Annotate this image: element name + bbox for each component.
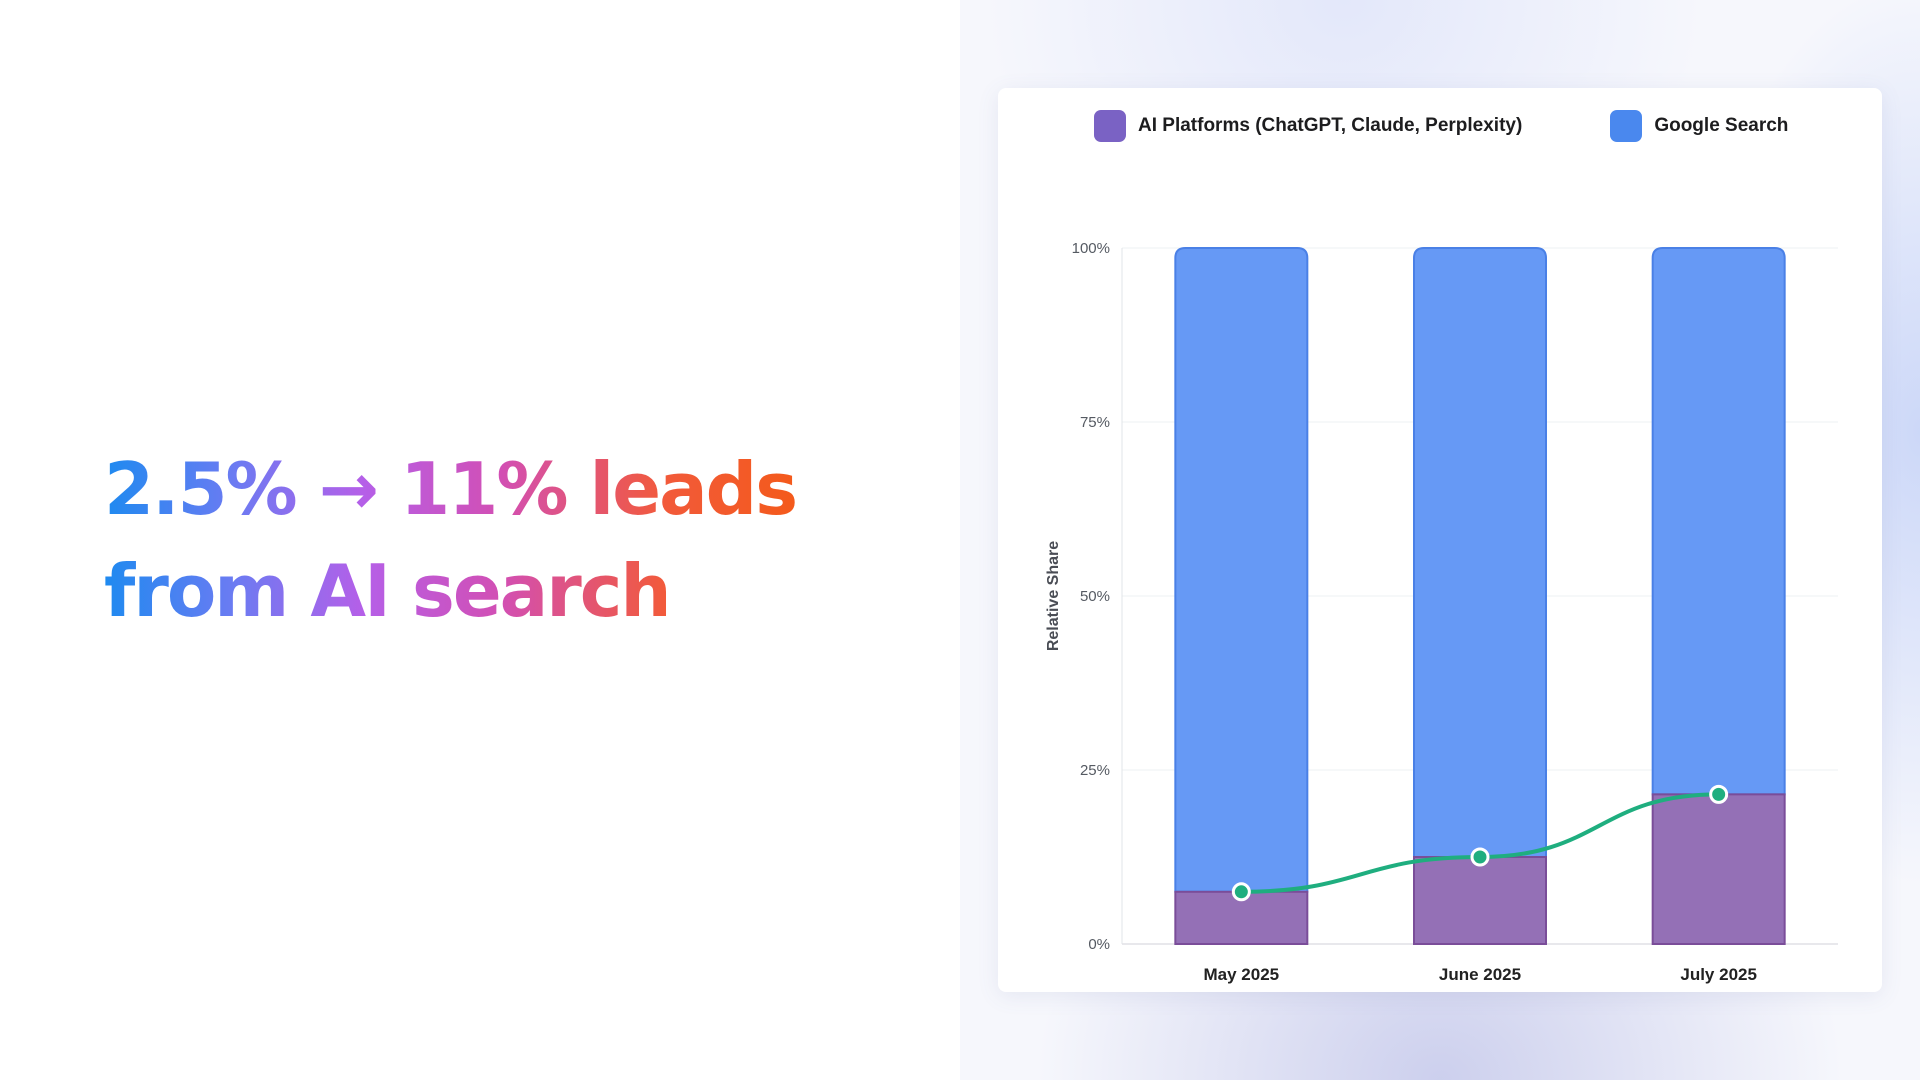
y-axis-title: Relative Share <box>1045 541 1062 651</box>
bar-google-search <box>1651 247 1786 796</box>
legend-label-ai-platforms: AI Platforms (ChatGPT, Claude, Perplexit… <box>1138 115 1523 136</box>
bar-google-search <box>1174 247 1309 893</box>
x-tick-label: June 2025 <box>1439 965 1521 984</box>
y-tick-label: 0% <box>1088 936 1110 953</box>
x-tick-label: July 2025 <box>1680 965 1757 984</box>
y-tick-label: 75% <box>1080 414 1110 431</box>
headline-line-2: from AI search <box>104 549 670 633</box>
chart-card: AI Platforms (ChatGPT, Claude, Perplexit… <box>998 88 1882 992</box>
bar-ai-platforms <box>1413 856 1547 945</box>
chart-legend: AI Platforms (ChatGPT, Claude, Perplexit… <box>1094 108 1794 144</box>
trend-point <box>1470 847 1490 867</box>
y-tick-label: 25% <box>1080 762 1110 779</box>
bar-google-search <box>1413 247 1547 858</box>
x-tick-label: May 2025 <box>1204 965 1280 984</box>
trend-point <box>1231 882 1251 902</box>
stacked-bar-chart: 0% 25% 50% 75% 100% Relative Share May 2025 Jun… <box>1045 240 1838 984</box>
legend-label-google-search: Google Search <box>1654 115 1789 136</box>
legend-item-ai-platforms[interactable]: AI Platforms (ChatGPT, Claude, Perplexit… <box>1094 110 1522 142</box>
bar-ai-platforms <box>1174 890 1309 945</box>
headline: 2.5% → 11% leads from AI search <box>104 438 824 642</box>
y-tick-label: 50% <box>1080 588 1110 605</box>
legend-swatch-ai-platforms <box>1094 110 1126 142</box>
trend-point <box>1709 784 1729 804</box>
legend-swatch-google-search <box>1610 110 1643 142</box>
bar-ai-platforms <box>1651 793 1786 945</box>
headline-line-1: 2.5% → 11% leads <box>104 447 797 531</box>
y-tick-label: 100% <box>1072 240 1110 257</box>
legend-item-google-search[interactable]: Google Search <box>1610 110 1788 142</box>
